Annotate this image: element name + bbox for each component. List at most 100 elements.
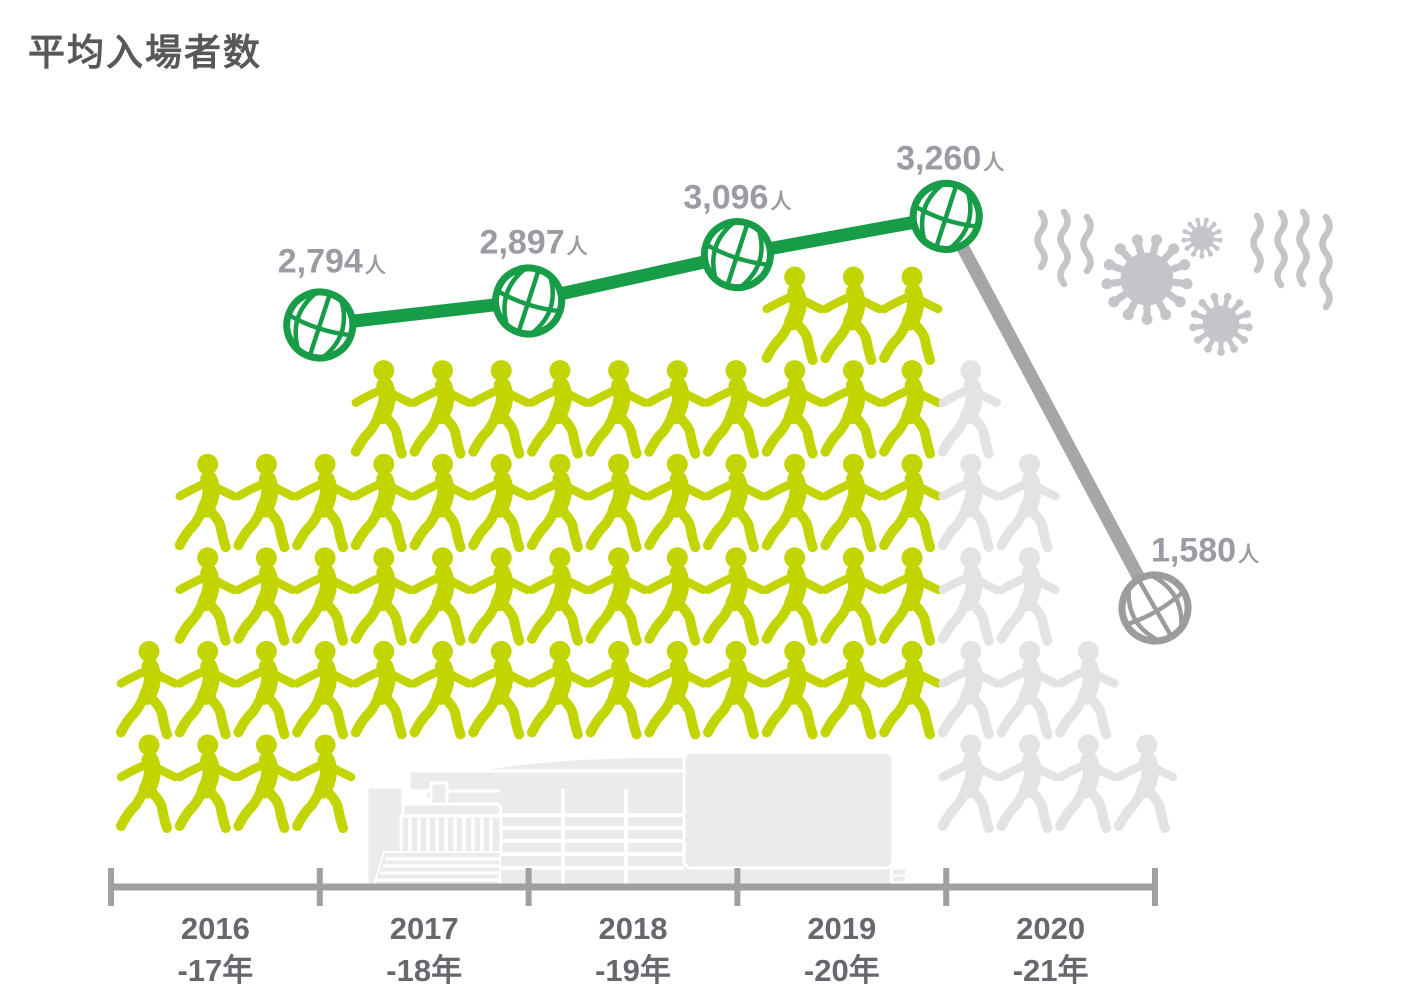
walking-person-icon [473,454,527,548]
walking-person-icon [473,547,527,641]
walking-person-icon [884,641,938,735]
walking-person-icon [884,454,938,548]
walking-person-icon [238,735,292,829]
walking-person-icon [825,454,879,548]
walking-person-icon [591,454,645,548]
x-axis-category-label: 2020 -21年 [956,908,1146,992]
x-axis-label-line: -17年 [177,953,254,988]
x-axis-category-label: 2016 -17年 [120,908,310,992]
squiggle-icon [1296,208,1310,288]
arena-illustration [365,750,905,890]
walking-person-icon [708,454,762,548]
trend-line-inactive [940,213,1161,612]
walking-person-icon [884,547,938,641]
x-axis-label-line: -18年 [386,953,463,988]
value-unit: 人 [566,235,588,259]
x-axis-label-line: 2017 [389,911,459,946]
value-unit: 人 [770,190,792,214]
squiggle-icon [1034,209,1048,271]
trend-line [319,209,1161,612]
walking-person-icon [591,547,645,641]
basketball-icon [905,175,988,258]
x-axis-label-line: -19年 [595,953,671,988]
walking-person-icon [356,454,410,548]
walking-person-icon [884,360,938,454]
walking-person-icon [943,360,997,454]
walking-person-icon [532,547,586,641]
covid-virus-decoration [1034,208,1333,356]
walking-person-icon [943,454,997,548]
walking-person-icon [356,641,410,735]
trend-line-active [319,209,948,332]
walking-person-icon [473,360,527,454]
walking-person-icon [297,454,351,548]
walking-person-icon [649,360,703,454]
virus-icon [1101,233,1193,325]
walking-person-icon [591,641,645,735]
virus-icon [1179,215,1225,261]
walking-person-icon [1002,641,1056,735]
walking-person-icon [415,454,469,548]
x-axis-label-line: -21年 [1012,953,1089,988]
walking-person-icon [1002,454,1056,548]
basketball-icon [1110,563,1200,653]
value-unit: 人 [364,254,386,278]
walking-person-icon [473,641,527,735]
value-number: 3,096 [683,178,769,217]
walking-person-icon [943,547,997,641]
x-axis-label-line: 2019 [807,911,877,946]
walking-person-icon [1060,641,1114,735]
walking-person-icon [1002,735,1056,829]
walking-person-icon [356,360,410,454]
basketball-icon [278,283,361,366]
squiggle-icon [1274,209,1288,289]
walking-person-icon [180,641,234,735]
walking-person-icon [767,547,821,641]
value-unit: 人 [983,151,1005,175]
walking-person-icon [238,454,292,548]
walking-person-icon [943,641,997,735]
data-point-value-label: 3,260人 [896,140,1004,179]
walking-person-icon [415,360,469,454]
x-axis-category-label: 2017 -18年 [329,908,519,992]
walking-person-icon [825,641,879,735]
walking-person-icon [1060,735,1114,829]
walking-person-icon [415,641,469,735]
walking-person-icon [767,267,821,361]
walking-person-icon [943,735,997,829]
data-point-value-label: 2,897人 [480,223,588,262]
basketball-icon [487,259,570,342]
walking-person-icon [1002,547,1056,641]
walking-person-icon [1119,735,1173,829]
walking-person-icon [180,547,234,641]
walking-person-icon [825,360,879,454]
walking-person-icon [238,641,292,735]
virus-icon [1189,292,1253,356]
value-number: 2,897 [479,223,565,262]
squiggle-icon [1080,213,1094,275]
x-axis-category-label: 2019 -20年 [747,908,937,992]
value-number: 3,260 [896,139,982,178]
x-axis-label-line: 2020 [1016,911,1086,946]
walking-person-icon [708,547,762,641]
walking-person-icon [297,735,351,829]
squiggle-icon [1057,208,1071,288]
walking-person-icon [767,454,821,548]
page-title: 平均入場者数 [28,32,262,73]
walking-person-icon [180,454,234,548]
squiggle-icon [1319,213,1333,311]
walking-person-icon [591,360,645,454]
walking-person-icon [532,360,586,454]
basketball-icon [696,213,779,296]
walking-person-icon [708,360,762,454]
walking-person-icon [649,547,703,641]
data-point-value-label: 1,580人 [1151,532,1259,571]
walking-person-icon [532,641,586,735]
walking-person-icon [884,267,938,361]
walking-person-icon [649,454,703,548]
squiggle-icon [1250,212,1264,274]
walking-person-icon [767,641,821,735]
walking-person-icon [180,735,234,829]
